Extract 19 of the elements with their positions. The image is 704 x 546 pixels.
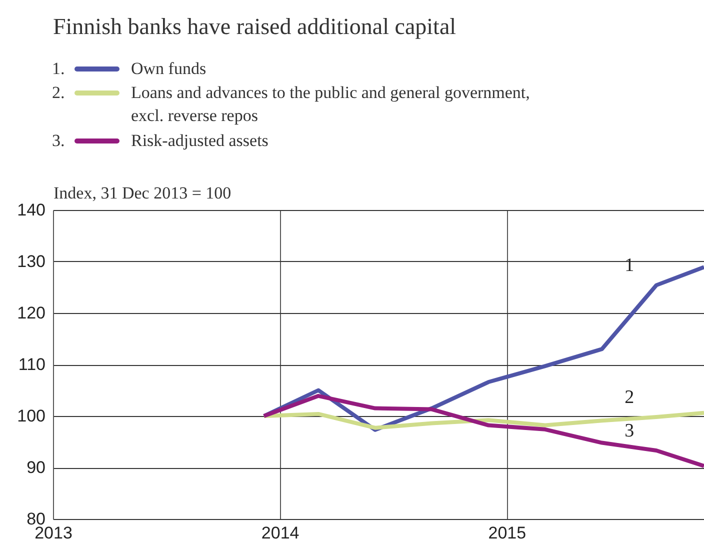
text: 2.: [52, 83, 65, 102]
y-tick-label: 130: [17, 252, 46, 271]
y-tick-label: 100: [17, 406, 46, 426]
annotation: 3: [624, 420, 634, 442]
legend-label: Risk-adjusted assets: [131, 131, 268, 150]
text: 1.: [52, 59, 65, 78]
text: 3.: [52, 131, 65, 150]
y-tick-label: 110: [18, 355, 46, 374]
legend-label: Own funds: [131, 59, 206, 78]
chart-title: Finnish banks have raised additional capital: [53, 14, 456, 39]
x-tick-label: 2014: [261, 524, 300, 542]
y-tick-label: 140: [17, 200, 46, 220]
x-tick-label: 2015: [488, 524, 526, 542]
y-tick-label: 120: [17, 304, 46, 322]
y-axis-title: Index, 31 Dec 2013 = 100: [54, 184, 232, 202]
x-tick-label: 2013: [34, 524, 72, 542]
legend-label: Loans and advances to the public and general government, excl. reverse repos: [131, 83, 530, 125]
annotation: 2: [624, 387, 634, 408]
y-tick-label: 90: [26, 458, 46, 477]
